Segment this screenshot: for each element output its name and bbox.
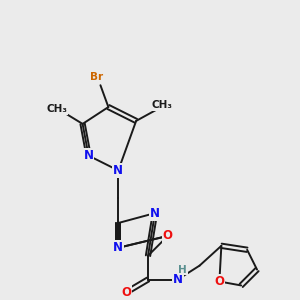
- Text: Br: Br: [90, 72, 103, 82]
- Text: N: N: [113, 164, 123, 177]
- Text: O: O: [163, 230, 173, 242]
- Text: O: O: [214, 275, 224, 288]
- Text: H: H: [178, 265, 187, 275]
- Text: N: N: [150, 207, 160, 220]
- Text: N: N: [173, 273, 183, 286]
- Text: CH₃: CH₃: [46, 104, 67, 114]
- Text: O: O: [121, 286, 131, 299]
- Text: N: N: [83, 149, 94, 162]
- Text: CH₃: CH₃: [152, 100, 172, 110]
- Text: N: N: [113, 241, 123, 254]
